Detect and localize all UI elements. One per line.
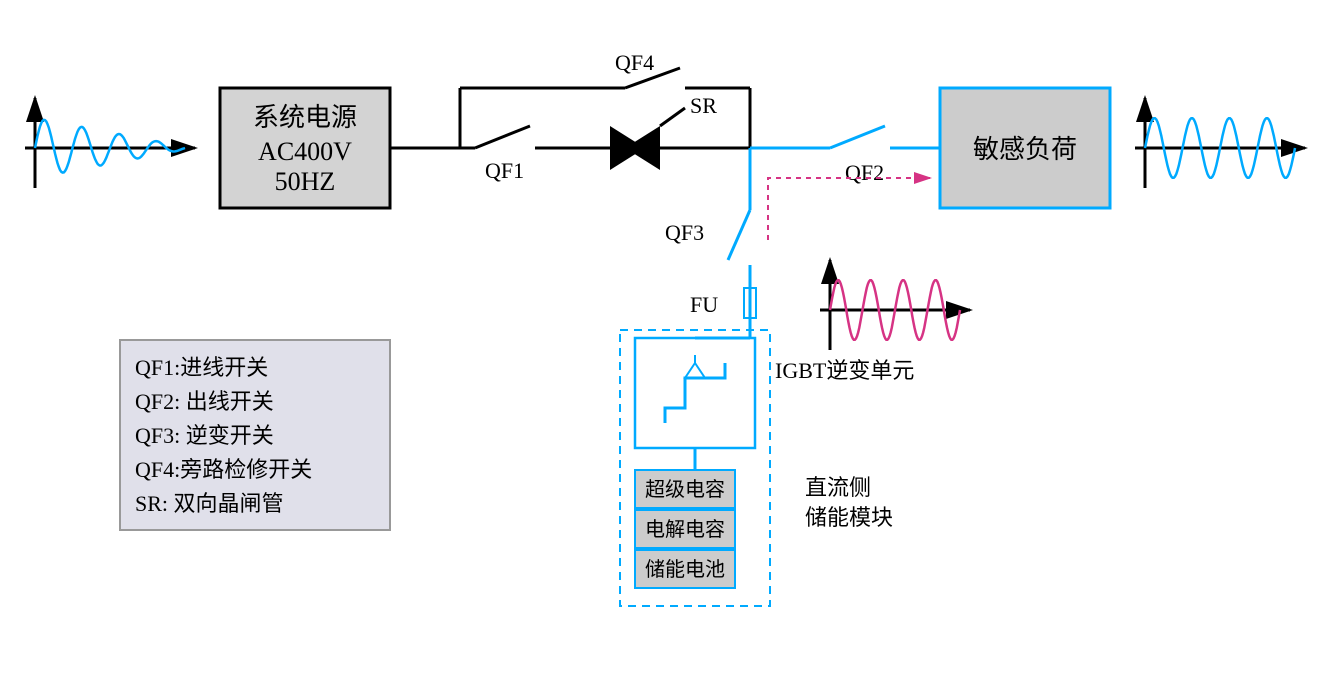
label-fu: FU (690, 292, 718, 317)
source-line3: 50HZ (275, 167, 336, 196)
source-line1: 系统电源 (253, 103, 357, 132)
legend-item: QF4:旁路检修开关 (135, 457, 312, 482)
source-line2: AC400V (258, 137, 352, 166)
legend-item: QF1:进线开关 (135, 355, 268, 380)
label-qf3: QF3 (665, 220, 704, 245)
label-qf2: QF2 (845, 160, 884, 185)
label-qf4: QF4 (615, 50, 654, 75)
storage-cell-label: 储能电池 (645, 558, 725, 581)
label-dc2: 储能模块 (805, 505, 893, 530)
load-label: 敏感负荷 (973, 135, 1077, 164)
storage-cell-label: 电解电容 (645, 518, 725, 541)
legend-item: QF2: 出线开关 (135, 389, 274, 414)
label-igbt: IGBT逆变单元 (775, 358, 914, 383)
label-qf1: QF1 (485, 158, 524, 183)
label-sr: SR (690, 93, 717, 118)
legend-item: QF3: 逆变开关 (135, 423, 274, 448)
label-dc1: 直流侧 (805, 475, 871, 500)
storage-cell-label: 超级电容 (645, 478, 725, 501)
igbt-box (635, 338, 755, 448)
legend-item: SR: 双向晶闸管 (135, 491, 284, 516)
